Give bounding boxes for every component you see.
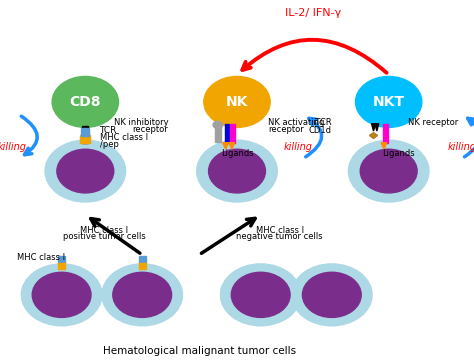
Bar bbox=[383, 124, 388, 143]
Bar bbox=[139, 263, 146, 269]
Circle shape bbox=[209, 149, 265, 193]
Text: killing: killing bbox=[284, 142, 313, 153]
Polygon shape bbox=[375, 124, 379, 131]
Text: killing: killing bbox=[0, 142, 27, 153]
Text: Ligands: Ligands bbox=[221, 149, 253, 158]
Bar bbox=[82, 126, 88, 143]
Text: MHC class I: MHC class I bbox=[80, 226, 128, 235]
Text: NK receptor: NK receptor bbox=[408, 118, 458, 127]
Circle shape bbox=[302, 272, 361, 317]
Text: negative tumor cells: negative tumor cells bbox=[237, 232, 323, 241]
Circle shape bbox=[292, 264, 372, 326]
Circle shape bbox=[113, 272, 172, 317]
Polygon shape bbox=[381, 143, 387, 149]
Text: MHC class I: MHC class I bbox=[255, 226, 304, 235]
Circle shape bbox=[356, 76, 422, 127]
Text: CD8: CD8 bbox=[70, 95, 101, 109]
Text: NKT: NKT bbox=[373, 95, 405, 109]
Bar bbox=[81, 134, 89, 136]
Polygon shape bbox=[229, 143, 235, 149]
Text: /pep: /pep bbox=[100, 139, 118, 149]
Text: positive tumor cells: positive tumor cells bbox=[63, 232, 146, 241]
Circle shape bbox=[32, 272, 91, 317]
Circle shape bbox=[231, 272, 290, 317]
Bar bbox=[215, 126, 221, 142]
Polygon shape bbox=[372, 124, 375, 131]
Circle shape bbox=[204, 76, 270, 127]
Bar bbox=[81, 128, 89, 135]
Circle shape bbox=[360, 149, 417, 193]
Text: receptor: receptor bbox=[133, 125, 168, 134]
Circle shape bbox=[348, 140, 429, 202]
Text: NK activating: NK activating bbox=[268, 118, 324, 127]
Circle shape bbox=[220, 264, 301, 326]
Circle shape bbox=[57, 149, 114, 193]
Bar bbox=[139, 256, 146, 263]
Circle shape bbox=[213, 121, 223, 128]
Text: MHC class I: MHC class I bbox=[100, 133, 148, 142]
Circle shape bbox=[102, 264, 182, 326]
Text: Hematological malignant tumor cells: Hematological malignant tumor cells bbox=[102, 346, 296, 356]
Bar bbox=[225, 124, 229, 143]
Text: NK: NK bbox=[226, 95, 248, 109]
Polygon shape bbox=[223, 143, 228, 149]
Text: MHC class I: MHC class I bbox=[17, 253, 65, 262]
Text: Ligands: Ligands bbox=[382, 149, 414, 158]
Text: NK inhibitory: NK inhibitory bbox=[114, 118, 168, 127]
Polygon shape bbox=[370, 133, 377, 138]
Text: killing: killing bbox=[447, 142, 474, 153]
Circle shape bbox=[21, 264, 102, 326]
Text: receptor: receptor bbox=[268, 125, 303, 134]
Bar bbox=[58, 263, 65, 269]
Text: CD1d: CD1d bbox=[309, 126, 332, 135]
Bar bbox=[58, 256, 65, 263]
Polygon shape bbox=[370, 133, 377, 138]
Text: IL-2/ IFN-γ: IL-2/ IFN-γ bbox=[285, 8, 341, 18]
Text: TCR: TCR bbox=[100, 126, 117, 135]
Bar bbox=[80, 135, 90, 143]
Circle shape bbox=[197, 140, 277, 202]
Circle shape bbox=[45, 140, 126, 202]
Bar bbox=[230, 124, 235, 143]
Circle shape bbox=[52, 76, 118, 127]
Text: iTCR: iTCR bbox=[313, 118, 332, 127]
